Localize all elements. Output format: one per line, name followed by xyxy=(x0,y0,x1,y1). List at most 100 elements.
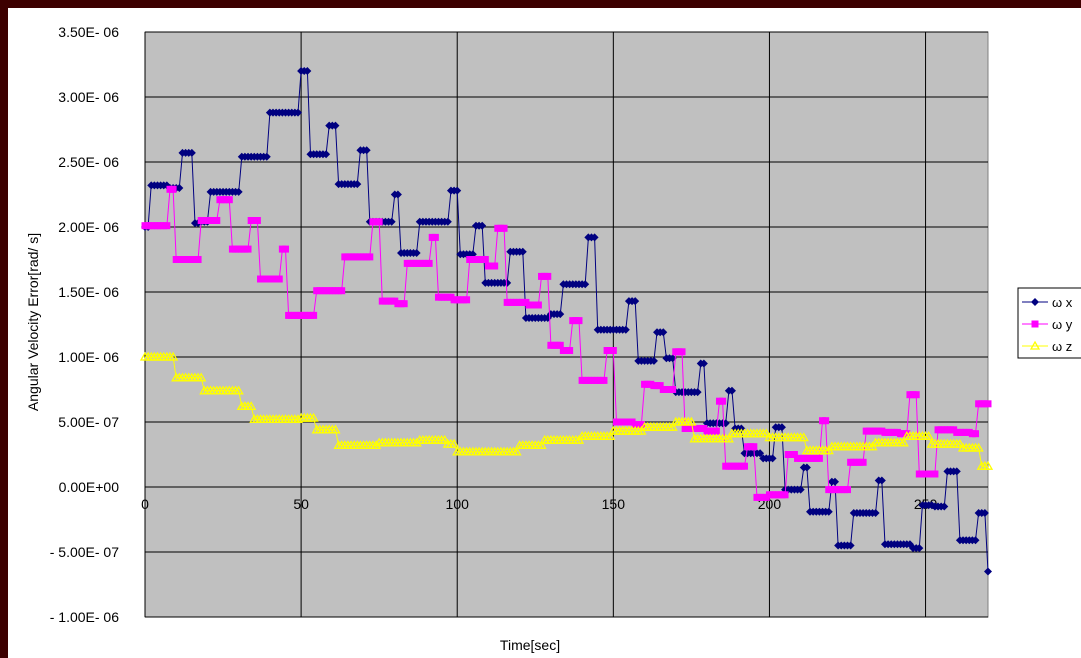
legend-label: ω y xyxy=(1052,317,1073,332)
data-point xyxy=(213,217,221,224)
data-point xyxy=(362,146,371,155)
chart-frame: 3.50E- 06 3.00E- 06 2.50E- 06 2.00E- 06 1.50… xyxy=(8,8,1081,658)
x-tick-label: 0 xyxy=(141,496,149,512)
data-point xyxy=(518,247,527,256)
data-point xyxy=(980,509,989,517)
plot-area xyxy=(144,31,989,618)
data-point xyxy=(781,491,789,499)
data-point xyxy=(659,328,668,337)
data-point xyxy=(194,256,202,263)
data-point xyxy=(631,297,640,306)
data-point xyxy=(693,388,702,397)
data-point xyxy=(225,196,233,204)
data-point xyxy=(439,434,450,444)
y-tick-label: - 5.00E- 07 xyxy=(50,544,119,560)
data-point xyxy=(915,544,924,553)
y-tick-label: 1.00E- 06 xyxy=(58,349,119,365)
data-point xyxy=(877,476,886,485)
data-point xyxy=(940,502,949,511)
data-point xyxy=(790,451,798,458)
data-point xyxy=(971,536,980,545)
x-tick-label: 50 xyxy=(293,496,309,512)
data-point xyxy=(802,463,811,472)
data-point xyxy=(898,437,909,447)
legend-marker xyxy=(1029,340,1041,350)
data-point xyxy=(761,428,772,438)
data-point xyxy=(244,245,252,253)
data-point xyxy=(400,300,408,308)
data-point xyxy=(556,310,565,319)
data-point xyxy=(411,437,422,447)
data-point xyxy=(815,454,823,462)
data-point xyxy=(292,414,304,424)
y-tick-label: 3.50E- 06 xyxy=(58,24,119,40)
data-point xyxy=(768,454,777,463)
y-tick-label: 2.50E- 06 xyxy=(58,154,119,170)
legend-marker xyxy=(1031,320,1039,328)
data-point xyxy=(387,217,396,226)
data-point xyxy=(912,391,920,399)
data-point xyxy=(822,417,830,425)
data-point xyxy=(253,217,261,224)
data-point xyxy=(727,386,736,395)
series-1 xyxy=(141,67,992,576)
data-point xyxy=(175,184,184,192)
y-tick-label: 2.00E- 06 xyxy=(58,219,119,235)
data-point xyxy=(667,421,678,431)
y-axis-title: Angular Velocity Error[rad/ s] xyxy=(25,233,41,411)
data-point xyxy=(234,187,243,196)
data-point xyxy=(575,317,583,325)
data-point xyxy=(723,433,734,443)
series-layer xyxy=(139,67,994,576)
data-point xyxy=(453,186,462,195)
legend-label: ω x xyxy=(1052,295,1073,310)
angular-velocity-error-chart: 3.50E- 06 3.00E- 06 2.50E- 06 2.00E- 06 1.50… xyxy=(25,24,1081,653)
y-tick-label: 0.00E+00 xyxy=(59,479,120,495)
data-point xyxy=(931,470,939,478)
series-2 xyxy=(141,185,992,501)
data-point xyxy=(984,400,992,408)
data-point xyxy=(511,446,522,456)
legend-label: ω z xyxy=(1052,339,1072,354)
data-point xyxy=(712,427,720,435)
data-point xyxy=(262,152,271,161)
data-point xyxy=(481,256,489,263)
data-point xyxy=(844,486,851,494)
data-point xyxy=(308,412,319,422)
data-point xyxy=(699,359,708,368)
data-point xyxy=(637,421,645,429)
data-point xyxy=(544,272,552,280)
data-point xyxy=(187,148,196,157)
data-point xyxy=(463,296,471,304)
x-tick-label: 150 xyxy=(602,496,626,512)
y-tick-label: 3.00E- 06 xyxy=(58,89,119,105)
y-tick-label: 5.00E- 07 xyxy=(58,414,119,430)
legend-marker xyxy=(1031,298,1039,306)
data-point xyxy=(443,217,452,226)
data-point xyxy=(338,287,346,295)
data-point xyxy=(846,541,855,550)
data-point xyxy=(831,477,840,486)
data-point xyxy=(740,462,748,470)
data-point xyxy=(982,460,994,470)
data-point xyxy=(609,347,617,354)
data-point xyxy=(605,430,616,440)
data-point xyxy=(282,245,289,253)
data-point xyxy=(686,416,697,426)
data-point xyxy=(330,424,341,434)
data-point xyxy=(478,221,487,230)
y-tick-label: - 1.00E- 06 xyxy=(50,609,119,625)
y-tick-label: 1.50E- 06 xyxy=(58,284,119,300)
series-line xyxy=(145,356,988,467)
data-point xyxy=(871,509,880,517)
data-point xyxy=(275,275,283,283)
data-point xyxy=(600,376,608,384)
data-point xyxy=(566,347,574,354)
data-point xyxy=(366,253,374,261)
data-point xyxy=(952,467,961,476)
data-point xyxy=(923,430,934,440)
data-point xyxy=(431,233,439,241)
data-point xyxy=(973,442,984,452)
data-point xyxy=(169,185,177,193)
data-point xyxy=(903,430,911,438)
